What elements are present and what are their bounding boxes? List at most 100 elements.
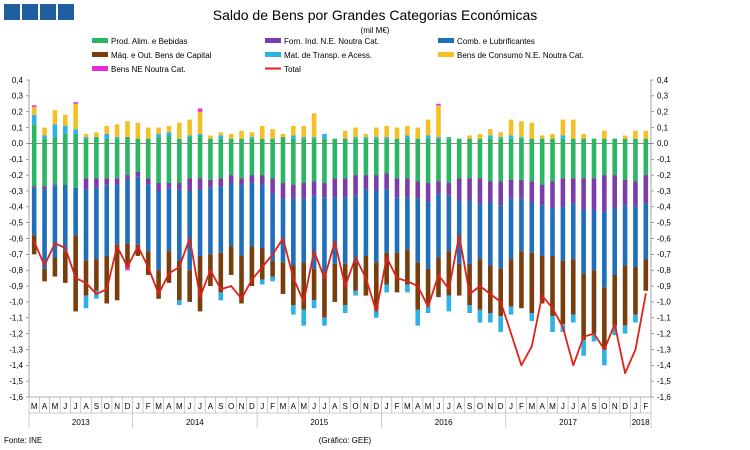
bar-segment <box>166 143 172 184</box>
bar-segment <box>425 183 431 203</box>
bar-segment <box>156 190 161 271</box>
bar-segment <box>550 138 555 144</box>
bar-segment <box>156 270 161 299</box>
bar-segment <box>570 138 576 144</box>
year-label: 2014 <box>186 418 204 427</box>
y-tick-label: -1,1 <box>9 314 23 323</box>
bar-segment <box>145 251 151 275</box>
x-tick-label: N <box>363 402 369 411</box>
bar-segment <box>467 200 472 264</box>
bar-segment <box>94 143 99 179</box>
y-tick-label: -0,7 <box>657 250 671 259</box>
bar-segment <box>602 143 607 176</box>
bar-segment <box>550 133 555 139</box>
total-point <box>116 245 119 248</box>
x-tick-label: J <box>63 402 67 411</box>
bar-segment <box>456 178 462 201</box>
bar-segment <box>560 135 566 139</box>
y-tick-label: 0,4 <box>12 76 24 85</box>
total-point <box>64 247 67 249</box>
x-tick-label: J <box>571 402 575 411</box>
total-point <box>489 293 492 295</box>
bar-segment <box>353 127 358 138</box>
chart-title: Saldo de Bens por Grandes Categorias Eco… <box>213 7 538 23</box>
bar-segment <box>31 106 37 115</box>
bar-segment <box>581 143 586 179</box>
bar-segment <box>384 189 389 253</box>
bar-segment <box>197 108 203 112</box>
bar-segment <box>591 178 597 210</box>
bar-segment <box>519 198 524 252</box>
bar-segment <box>456 263 462 296</box>
bar-segment <box>114 124 120 138</box>
bar-segment <box>311 300 317 309</box>
bar-segment <box>322 273 327 318</box>
bar-segment <box>394 197 400 253</box>
bar-segment <box>425 138 431 144</box>
bar-segment <box>259 184 265 249</box>
bar-segment <box>373 137 379 139</box>
y-tick-label: 0,2 <box>657 108 669 117</box>
bar-segment <box>311 268 317 301</box>
x-tick-label: M <box>176 402 183 411</box>
bar-segment <box>539 138 545 144</box>
x-tick-label: O <box>477 402 483 411</box>
x-tick-label: D <box>249 402 255 411</box>
bar-segment <box>166 183 172 188</box>
bar-segment <box>519 138 524 144</box>
bar-segment <box>83 133 89 138</box>
bar-segment <box>415 127 421 139</box>
bar-segment <box>31 235 37 255</box>
bar-segment <box>353 262 358 291</box>
bar-segment <box>519 143 524 180</box>
bar-segment <box>643 259 649 291</box>
bar-segment <box>425 143 431 184</box>
bar-segment <box>83 189 89 261</box>
bar-segment <box>405 143 410 179</box>
bar-segment <box>570 314 576 323</box>
y-tick-label: -1,4 <box>9 361 23 370</box>
bar-segment <box>42 143 47 187</box>
bar-segment <box>477 309 483 323</box>
y-tick-label: -1,3 <box>9 345 23 354</box>
total-point <box>147 266 150 268</box>
bar-segment <box>301 262 307 310</box>
bar-segment <box>104 133 110 139</box>
bar-segment <box>456 143 462 179</box>
bar-segment <box>373 127 379 138</box>
bar-segment <box>208 138 213 144</box>
bar-segment <box>405 135 410 139</box>
bar-segment <box>539 184 545 206</box>
bar-segment <box>373 190 379 263</box>
bar-segment <box>477 203 483 260</box>
total-point <box>458 234 461 237</box>
x-tick-label: N <box>487 402 493 411</box>
bar-segment <box>508 138 514 144</box>
y-tick-label: 0,1 <box>657 123 669 132</box>
total-point <box>396 277 398 280</box>
bar-segment <box>550 181 555 209</box>
bar-segment <box>31 143 37 187</box>
bar-segment <box>73 129 78 134</box>
bar-segment <box>425 135 431 139</box>
bar-segment <box>322 183 327 198</box>
bar-segment <box>446 137 452 139</box>
bar-segment <box>166 187 172 252</box>
y-tick-label: -1,4 <box>657 361 671 370</box>
bar-segment <box>570 178 576 204</box>
bar-segment <box>228 138 234 144</box>
plot-frame <box>28 80 652 397</box>
bar-segment <box>83 295 89 309</box>
bar-segment <box>31 186 37 188</box>
x-tick-label: M <box>404 402 411 411</box>
legend-label: Prod. Alim. e Bebidas <box>111 37 187 46</box>
total-point <box>292 277 295 280</box>
y-tick-label: 0,0 <box>12 139 24 148</box>
total-point <box>199 296 201 299</box>
bar-segment <box>363 189 369 256</box>
bar-segment <box>197 133 203 136</box>
bar-segment <box>259 125 265 139</box>
bar-segment <box>177 122 182 139</box>
bar-segment <box>415 143 421 182</box>
bar-segment <box>612 274 618 326</box>
